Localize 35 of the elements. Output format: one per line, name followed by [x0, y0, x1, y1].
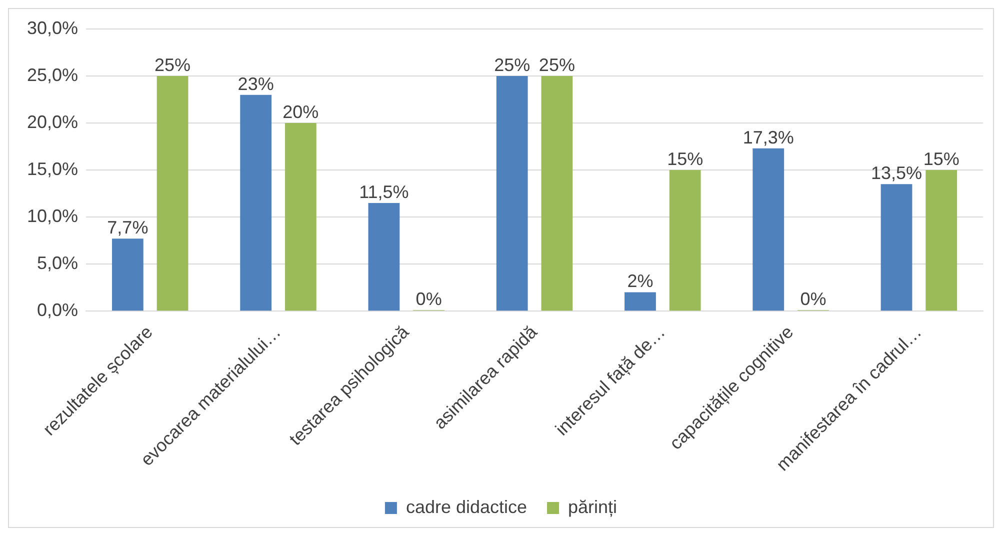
data-label: 7,7% [107, 218, 148, 238]
data-label: 15% [923, 149, 960, 170]
data-label: 11,5% [359, 182, 409, 202]
bar [112, 238, 144, 311]
data-label: 15% [667, 149, 704, 170]
data-label: 23% [238, 74, 274, 94]
data-label: 25% [494, 54, 530, 75]
bar [156, 76, 188, 311]
y-tick-label: 30,0% [26, 18, 78, 38]
y-tick-label: 20,0% [26, 112, 78, 132]
data-label: 17,3% [742, 127, 794, 148]
data-label: 0% [416, 289, 442, 310]
data-label: 20% [282, 102, 319, 122]
legend-label: părinți [568, 496, 618, 517]
bar [669, 170, 701, 311]
bar [368, 202, 400, 311]
data-label: 13,5% [870, 163, 922, 184]
y-tick-label: 15,0% [26, 159, 78, 180]
bar [624, 292, 656, 311]
bar [496, 76, 528, 311]
data-label: 25% [538, 54, 575, 75]
bar [880, 184, 912, 311]
legend-label: cadre didactice [406, 496, 528, 517]
y-tick-label: 0,0% [37, 300, 78, 320]
y-tick-label: 5,0% [37, 253, 78, 274]
bar [240, 94, 272, 311]
data-label: 2% [627, 271, 654, 292]
data-label: 25% [154, 54, 191, 75]
data-label: 0% [800, 289, 826, 310]
bar [541, 76, 573, 311]
bar [284, 123, 316, 311]
y-tick-label: 25,0% [26, 64, 78, 85]
y-tick-label: 10,0% [26, 206, 78, 226]
bar [752, 148, 784, 311]
bar [926, 170, 958, 311]
